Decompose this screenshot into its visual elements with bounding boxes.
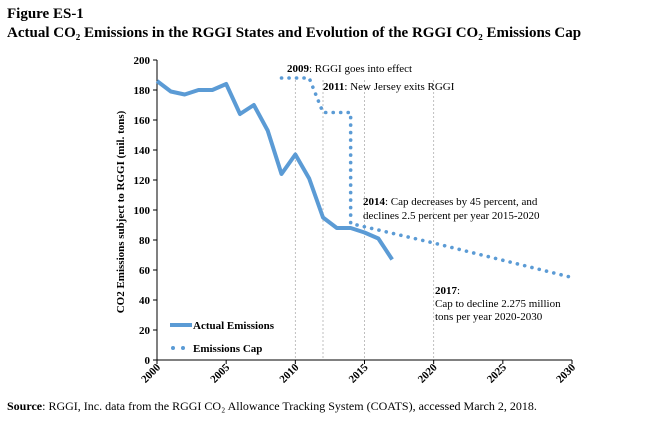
y-axis-label: CO2 Emissions subject to RGGI (mil. tons… xyxy=(115,110,127,313)
legend: Actual Emissions Emissions Cap xyxy=(170,320,275,355)
svg-text:2014: Cap decreases by 45 perc: 2014: Cap decreases by 45 percent, and xyxy=(363,196,538,208)
annotation-2009-text: : RGGI goes into effect xyxy=(309,63,412,75)
annotation-2017-text: : xyxy=(457,285,460,297)
annotation-2014: 2014: Cap decreases by 45 percent, and d… xyxy=(363,196,540,222)
y-tick-label: 160 xyxy=(134,115,151,127)
annotation-2009: 2009: RGGI goes into effect xyxy=(287,63,412,75)
x-tick-label: 2025 xyxy=(485,361,509,385)
annotation-2017-year: 2017 xyxy=(435,285,458,297)
x-tick-label: 2020 xyxy=(416,361,440,385)
series-layer xyxy=(155,76,574,280)
annotation-2017-line2: Cap to decline 2.275 million xyxy=(435,298,561,310)
legend-actual-label: Actual Emissions xyxy=(193,320,275,332)
chart-title: Actual CO₂ Emissions in the RGGI States … xyxy=(7,25,582,41)
source-text: : RGGI, Inc. data from the RGGI CO₂ Allo… xyxy=(42,399,537,413)
x-tick-label: 2015 xyxy=(347,361,371,385)
annotation-2014-line2: declines 2.5 percent per year 2015-2020 xyxy=(363,210,540,222)
annotation-2011: 2011: New Jersey exits RGGI xyxy=(323,81,455,93)
y-tick-label: 120 xyxy=(134,175,151,187)
x-tick-labels: 2000 2005 2010 2015 2020 2025 2030 xyxy=(139,360,578,386)
source-note: Source: RGGI, Inc. data from the RGGI CO… xyxy=(7,399,537,414)
annotation-2017: 2017: Cap to decline 2.275 million tons … xyxy=(435,285,561,323)
series-actual-emissions-line xyxy=(155,79,394,261)
source-label: Source xyxy=(7,399,43,413)
annotation-2011-text: : New Jersey exits RGGI xyxy=(344,81,454,93)
figure-label: Figure ES-1 xyxy=(7,6,84,22)
x-tick-label: 2000 xyxy=(139,361,163,385)
y-tick-label: 0 xyxy=(145,355,151,367)
y-tick-label: 20 xyxy=(139,325,151,337)
annotation-2017-line3: tons per year 2020-2030 xyxy=(435,311,543,323)
annotation-2009-year: 2009 xyxy=(287,63,310,75)
x-tick-label: 2030 xyxy=(554,361,578,385)
annotation-2014-text: : Cap decreases by 45 percent, and xyxy=(385,196,538,208)
legend-cap-dot-1 xyxy=(171,346,175,350)
series-emissions-cap-line xyxy=(279,76,574,280)
y-tick-label: 40 xyxy=(139,295,151,307)
svg-text:2009: RGGI goes into effect: 2009: RGGI goes into effect xyxy=(287,63,412,75)
y-tick-label: 60 xyxy=(139,265,151,277)
x-tick-label: 2005 xyxy=(208,361,232,385)
y-tick-labels: 0 20 40 60 80 100 120 140 160 180 200 xyxy=(134,55,157,367)
y-tick-label: 100 xyxy=(134,205,151,217)
y-tick-label: 80 xyxy=(139,235,151,247)
y-tick-label: 200 xyxy=(134,55,151,67)
y-tick-label: 140 xyxy=(134,145,151,157)
x-tick-label: 2010 xyxy=(277,361,301,385)
annotation-2014-year: 2014 xyxy=(363,196,386,208)
svg-text:2011: New Jersey exits RGGI: 2011: New Jersey exits RGGI xyxy=(323,81,455,93)
legend-cap-dot-2 xyxy=(181,346,185,350)
y-tick-label: 180 xyxy=(134,85,151,97)
legend-cap-label: Emissions Cap xyxy=(193,343,262,355)
annotation-2011-year: 2011 xyxy=(323,81,344,93)
emissions-chart: 0 20 40 60 80 100 120 140 160 180 200 2000 2005 2010… xyxy=(115,55,578,386)
svg-text:2017:: 2017: xyxy=(435,285,460,297)
